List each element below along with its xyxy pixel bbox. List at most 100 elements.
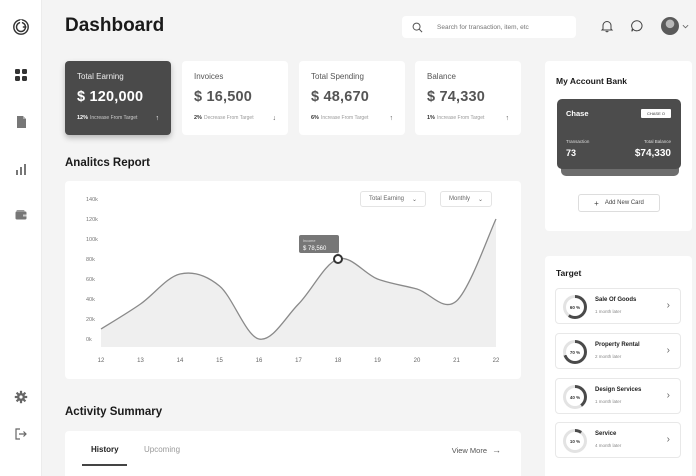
x-tick-label: 17 [295,358,302,364]
stat-note: Decrease From Target [203,115,254,121]
period-dropdown[interactable]: Monthly ⌄ [440,191,493,207]
dashboard-grid-icon[interactable] [13,67,29,83]
plus-icon: + [594,198,599,208]
view-more-link[interactable]: View More → [452,445,501,455]
y-tick-label: 60k [86,277,95,283]
x-tick-label: 20 [414,358,421,364]
activity-card: History Upcoming View More → [65,431,521,476]
stat-note: Increase From Target [436,115,485,121]
chevron-right-icon: › [666,434,670,445]
y-tick-label: 120k [86,217,98,223]
stat-value: $ 48,670 [311,89,370,105]
arrow-up-icon: ↑ [155,114,160,122]
chat-icon[interactable] [630,19,644,33]
search-input[interactable] [437,23,567,31]
stat-card-total-earning[interactable]: Total Earning $ 120,000 12% Increase Fro… [65,61,171,135]
logo-icon[interactable] [12,18,30,36]
y-tick-label: 80k [86,257,95,263]
gear-icon[interactable] [13,389,29,405]
target-item-subtitle: 1 month later [595,399,622,404]
period-dropdown-value: Monthly [449,196,471,202]
avatar[interactable] [661,17,679,35]
tab-history[interactable]: History [91,445,119,454]
stat-card-invoices[interactable]: Invoices $ 16,500 2% Decrease From Targe… [182,61,288,135]
target-item-title: Design Services [595,387,642,393]
arrow-up-icon: ↑ [505,114,510,122]
stat-note: Increase From Target [320,115,369,121]
stat-percent: 1% [427,115,435,121]
tooltip-value: $ 78,560 [303,246,327,252]
progress-ring: 70 % [563,340,587,364]
x-tick-label: 21 [453,358,460,364]
activity-title: Activity Summary [65,406,163,418]
progress-ring: 40 % [563,385,587,409]
stat-value: $ 120,000 [77,89,144,105]
tooltip-box [299,235,339,253]
total-balance-label: Total Balance [643,139,671,144]
transaction-value: 73 [566,148,577,158]
x-tick-label: 18 [335,358,342,364]
search-bar[interactable] [402,16,576,38]
add-new-card-button[interactable]: + Add New Card [578,194,660,212]
target-item[interactable]: 10 % Service 4 month later › [555,422,681,458]
logout-icon[interactable] [13,426,29,442]
x-tick-label: 13 [137,358,144,364]
document-icon[interactable] [13,114,29,130]
sidebar [0,0,42,476]
tab-upcoming[interactable]: Upcoming [144,445,181,454]
analytics-chart-card: Total Earning ⌄ Monthly ⌄ 0k 20k 40k 60k 80k… [65,181,521,379]
bank-card-name: Chase [566,109,589,118]
line-chart: 0k 20k 40k 60k 80k 100k 120k 140k 12 13 14 15 16 17 18… [86,197,500,364]
chevron-down-icon: ⌄ [412,196,418,203]
stat-footnote: 12% Increase From Target ↑ [77,114,160,122]
active-tab-indicator [82,464,127,466]
stat-label: Total Spending [311,72,364,81]
progress-ring: 10 % [563,429,587,453]
stat-footnote: 2% Decrease From Target ↓ [194,115,276,122]
chevron-right-icon: › [666,345,670,356]
target-title: Target [556,268,582,278]
stat-label: Invoices [194,72,224,81]
target-item[interactable]: 60 % Sale Of Goods 1 month later › [555,288,681,324]
stat-label: Total Earning [77,72,124,81]
main-content: Dashboard Total Earning $ 120,000 12% In… [42,0,696,476]
account-bank-panel: My Account Bank Chase CHASE O Transactio… [545,61,692,231]
target-item-title: Service [595,431,617,437]
chevron-down-icon[interactable] [682,23,689,30]
total-balance-value: $74,330 [634,148,671,159]
area-fill [101,219,496,347]
stat-card-total-spending[interactable]: Total Spending $ 48,670 6% Increase From… [299,61,405,135]
target-item[interactable]: 40 % Design Services 1 month later › [555,378,681,414]
progress-percent: 70 % [566,343,584,361]
transaction-label: Transaction [566,139,590,144]
x-tick-label: 22 [493,358,500,364]
y-tick-label: 40k [86,297,95,303]
x-tick-label: 15 [216,358,223,364]
wallet-icon[interactable] [13,207,29,223]
progress-percent: 10 % [566,432,584,450]
target-item[interactable]: 70 % Property Rental 2 month later › [555,333,681,369]
arrow-right-icon: → [492,445,501,455]
bell-icon[interactable] [600,19,614,33]
stat-card-balance[interactable]: Balance $ 74,330 1% Increase From Target… [415,61,521,135]
bar-chart-icon[interactable] [13,161,29,177]
x-tick-label: 16 [256,358,263,364]
metric-dropdown-value: Total Earning [369,196,405,202]
progress-ring: 60 % [563,295,587,319]
chevron-right-icon: › [666,390,670,401]
analytics-title: Analitcs Report [65,157,150,169]
y-tick-label: 20k [86,317,95,323]
chevron-right-icon: › [666,300,670,311]
bank-card[interactable]: Chase CHASE O Transaction 73 Total Balan… [557,99,681,169]
y-tick-label: 100k [86,237,98,243]
metric-dropdown[interactable]: Total Earning ⌄ [360,191,427,207]
series-line [100,218,497,340]
x-tick-label: 14 [177,358,184,364]
y-tick-label: 0k [86,337,92,343]
stat-value: $ 16,500 [194,89,253,105]
highlight-point[interactable] [333,254,343,264]
add-new-card-label: Add New Card [604,200,644,206]
stat-percent: 2% [194,115,202,121]
stat-note: Increase From Target [90,115,138,121]
stat-percent: 6% [311,115,319,121]
